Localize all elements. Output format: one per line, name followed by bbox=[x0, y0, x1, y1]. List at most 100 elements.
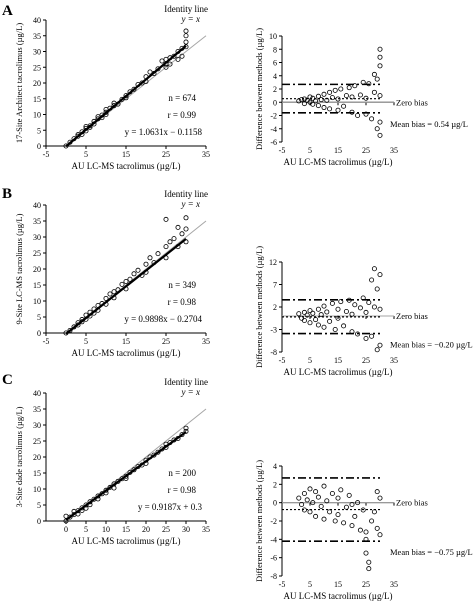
data-point bbox=[63, 513, 69, 519]
data-point bbox=[377, 495, 383, 501]
data-point bbox=[127, 469, 133, 475]
data-point bbox=[151, 260, 157, 266]
data-point bbox=[79, 507, 85, 513]
data-point bbox=[67, 327, 73, 333]
x-tick-label: 35 bbox=[390, 580, 398, 589]
data-point bbox=[360, 79, 366, 85]
data-point bbox=[349, 523, 355, 529]
data-point bbox=[99, 115, 105, 121]
chart-b-bias: -8 -3 2 7 12 -5 5 15 25 35 AU LC-MS tacrolimus (µg… bbox=[254, 246, 473, 377]
data-point bbox=[377, 119, 383, 125]
data-point bbox=[374, 525, 380, 531]
data-point bbox=[103, 106, 109, 112]
data-point bbox=[87, 502, 93, 508]
data-point bbox=[360, 295, 366, 301]
data-point bbox=[321, 91, 327, 97]
data-point bbox=[155, 66, 161, 72]
data-point bbox=[301, 317, 307, 323]
data-point bbox=[296, 495, 302, 501]
data-point bbox=[377, 63, 383, 69]
data-point bbox=[363, 95, 369, 101]
data-point bbox=[377, 132, 383, 138]
data-point bbox=[310, 101, 316, 107]
y-tick-label: 15 bbox=[33, 95, 41, 104]
x-tick-label: 15 bbox=[334, 356, 342, 365]
data-point bbox=[371, 71, 377, 77]
data-point bbox=[332, 87, 338, 93]
y-tick-label: -6 bbox=[270, 554, 277, 563]
data-point bbox=[318, 312, 324, 318]
data-point bbox=[131, 271, 137, 277]
data-point bbox=[171, 236, 177, 242]
data-point bbox=[111, 295, 117, 301]
data-point bbox=[335, 107, 341, 113]
data-point bbox=[143, 74, 149, 80]
y-tick-label: 40 bbox=[33, 16, 41, 25]
mean-bias-label: Mean bias = −0.75 µg/L bbox=[390, 547, 473, 557]
stat-equation: y = 0.9898x − 0.2704 bbox=[124, 314, 202, 324]
data-point bbox=[346, 492, 352, 498]
data-point bbox=[369, 277, 375, 283]
y-tick-label: 2 bbox=[273, 480, 277, 489]
data-point bbox=[352, 302, 358, 308]
y-tick-label: 10 bbox=[269, 32, 277, 41]
data-point bbox=[307, 308, 313, 314]
data-point bbox=[123, 475, 129, 481]
y-tick-label: -8 bbox=[270, 572, 277, 581]
data-point bbox=[329, 95, 335, 101]
data-point bbox=[377, 46, 383, 52]
y-tick-label: -2 bbox=[270, 517, 277, 526]
y-tick-label: 20 bbox=[33, 265, 41, 274]
x-tick-label: 30 bbox=[182, 525, 190, 534]
y-axis-label: 9-Site LC-MS tacrolimus (µg/L) bbox=[14, 213, 24, 324]
data-point bbox=[321, 324, 327, 330]
stat-equation: y = 1.0631x − 0.1158 bbox=[125, 127, 203, 137]
data-point bbox=[327, 318, 333, 324]
data-point bbox=[363, 309, 369, 315]
data-point bbox=[377, 93, 383, 99]
x-tick-label: 5 bbox=[308, 146, 312, 155]
x-tick-label: 15 bbox=[334, 580, 342, 589]
data-point bbox=[318, 97, 324, 103]
data-point bbox=[183, 215, 189, 221]
data-point bbox=[352, 83, 358, 89]
data-point bbox=[371, 509, 377, 515]
data-point bbox=[131, 86, 137, 92]
data-point bbox=[95, 302, 101, 308]
x-axis-label: AU LC-MS tacrolimus (µg/L) bbox=[72, 536, 181, 546]
data-point bbox=[313, 513, 319, 519]
chart-b-regression: 0 5 10 15 20 25 30 35 40 -5 5 15 25 35 AU LC-MS tacrol… bbox=[14, 189, 210, 358]
data-point bbox=[127, 276, 133, 282]
identity-label: Identity line bbox=[164, 377, 208, 387]
data-point bbox=[357, 305, 363, 311]
data-point bbox=[335, 512, 341, 518]
data-point bbox=[107, 291, 113, 297]
data-point bbox=[107, 105, 113, 111]
data-point bbox=[123, 93, 129, 99]
data-point bbox=[95, 493, 101, 499]
data-point bbox=[143, 460, 149, 466]
data-point bbox=[95, 496, 101, 502]
y-tick-label: 8 bbox=[273, 45, 277, 54]
data-point bbox=[163, 56, 169, 62]
data-point bbox=[175, 224, 181, 230]
y-tick-label: -4 bbox=[270, 535, 277, 544]
data-point bbox=[67, 514, 73, 520]
data-point bbox=[103, 301, 109, 307]
data-point bbox=[103, 490, 109, 496]
y-tick-label: 7 bbox=[273, 281, 277, 290]
data-point bbox=[155, 449, 161, 455]
data-point bbox=[111, 485, 117, 491]
y-tick-label: 15 bbox=[33, 281, 41, 290]
data-point bbox=[349, 94, 355, 100]
data-point bbox=[123, 278, 129, 284]
panel-label-b: B bbox=[2, 186, 12, 202]
x-tick-label: 15 bbox=[122, 525, 130, 534]
y-tick-label: 5 bbox=[37, 126, 41, 135]
data-point bbox=[357, 92, 363, 98]
data-point bbox=[183, 226, 189, 232]
data-point bbox=[307, 94, 313, 100]
data-point bbox=[327, 89, 333, 95]
data-point bbox=[123, 286, 129, 292]
